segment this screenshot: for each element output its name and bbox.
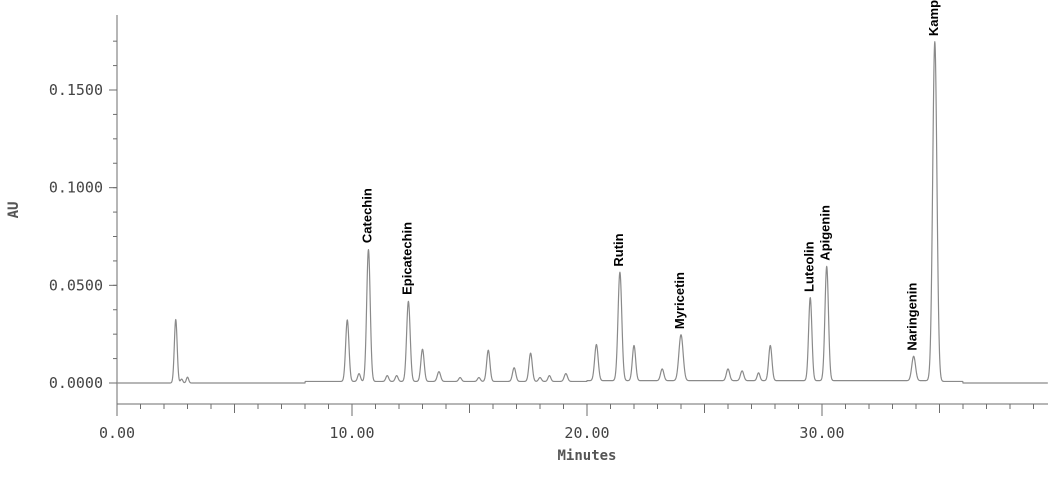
- peak-label: Naringenin: [905, 283, 920, 351]
- x-tick-label: 0.00: [99, 424, 135, 442]
- peak-label: Myricetin: [672, 272, 687, 329]
- peak-label: Kampferol: [926, 0, 941, 36]
- x-ticks: 0.00 10.00 20.00 30.00: [99, 404, 1034, 442]
- peak-label: Rutin: [611, 233, 626, 266]
- y-tick-label: 0.0500: [49, 276, 103, 294]
- y-ticks: 0.0000 0.0500 0.1000 0.1500: [49, 40, 117, 392]
- y-axis-title: AU: [6, 202, 22, 219]
- peak-label: Epicatechin: [399, 222, 414, 295]
- peak-label: Catechin: [359, 188, 374, 243]
- chromatogram-trace: [116, 41, 1048, 384]
- y-tick-label: 0.1500: [49, 81, 103, 99]
- y-tick-label: 0.1000: [49, 179, 103, 197]
- x-tick-label: 10.00: [329, 424, 374, 442]
- peak-label: Apigenin: [818, 205, 833, 261]
- x-tick-label: 30.00: [799, 424, 844, 442]
- x-tick-label: 20.00: [564, 424, 609, 442]
- peak-annotations: Catechin Epicatechin Rutin Myricetin Luteoli…: [359, 0, 940, 351]
- y-tick-label: 0.0000: [49, 374, 103, 392]
- x-axis-title: Minutes: [557, 448, 616, 464]
- peak-label: Luteolin: [801, 241, 816, 292]
